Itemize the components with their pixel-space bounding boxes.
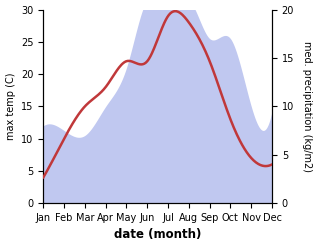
Y-axis label: med. precipitation (kg/m2): med. precipitation (kg/m2) xyxy=(302,41,313,172)
X-axis label: date (month): date (month) xyxy=(114,228,201,242)
Y-axis label: max temp (C): max temp (C) xyxy=(5,73,16,140)
